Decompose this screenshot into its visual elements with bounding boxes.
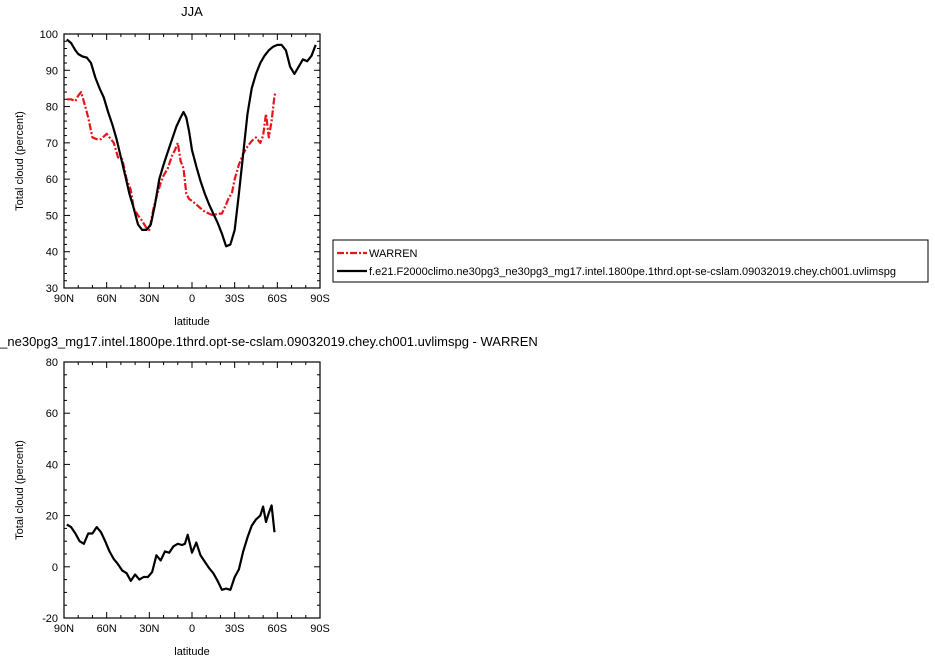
legend-entry: WARREN [369,248,418,260]
x-tick-label: 30N [139,293,159,305]
x-tick-label: 0 [189,623,195,635]
series-line-0 [66,504,276,591]
x-tick-label: 30S [225,293,245,305]
bottom-panel-difference: f.e21.F2000climo.ne30pg3_ne30pg3_mg17.in… [0,334,538,658]
x-tick-label: 90S [310,293,330,305]
x-tick-label: 90N [54,293,74,305]
y-tick-label: 50 [46,210,58,222]
legend-entry: f.e21.F2000climo.ne30pg3_ne30pg3_mg17.in… [369,266,896,278]
y-axis-label: Total cloud (percent) [14,440,26,540]
y-tick-label: 40 [46,247,58,259]
y-tick-label: 60 [46,408,58,420]
x-tick-label: 60N [97,293,117,305]
y-tick-label: 60 [46,174,58,186]
panel-title: JJA [181,4,203,19]
y-tick-label: 90 [46,65,58,77]
x-tick-label: 90S [310,623,330,635]
y-tick-label: 40 [46,459,58,471]
y-tick-label: 70 [46,138,58,150]
top-panel-jja: JJA 90N 60N 30N 0 30S 60S 90S 30 40 50 60 70 80 90 100 l… [14,4,330,328]
x-tick-label: 30S [225,623,245,635]
y-tick-label: 80 [46,102,58,114]
x-tick-label: 60N [97,623,117,635]
y-tick-label: 0 [52,562,58,574]
x-axis-label: latitude [174,316,209,328]
series-line-0 [66,90,277,231]
x-tick-label: 90N [54,623,74,635]
x-tick-label: 30N [139,623,159,635]
y-tick-label: -20 [42,613,58,625]
y-tick-label: 80 [46,357,58,369]
legend-box [332,239,929,283]
series-line-1 [66,38,317,248]
x-axis-label: latitude [174,646,209,658]
legend: WARREN f.e21.F2000climo.ne30pg3_ne30pg3_m… [332,239,929,283]
x-tick-label: 60S [268,293,288,305]
y-tick-label: 100 [40,29,58,41]
plot-frame [63,361,321,619]
panel-title: f.e21.F2000climo.ne30pg3_ne30pg3_mg17.in… [0,334,538,349]
x-tick-label: 60S [268,623,288,635]
y-axis-label: Total cloud (percent) [14,111,26,211]
y-tick-label: 20 [46,511,58,523]
plot-frame [63,33,321,289]
x-tick-label: 0 [189,293,195,305]
y-tick-label: 30 [46,283,58,295]
